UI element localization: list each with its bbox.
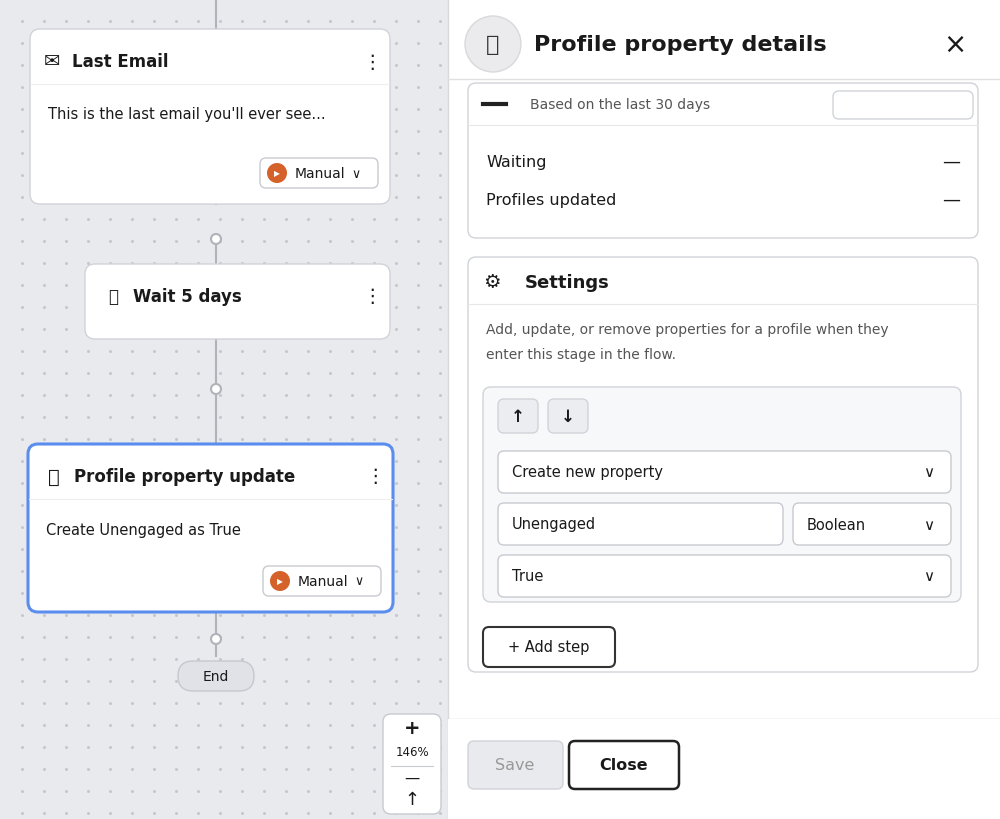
FancyBboxPatch shape [260, 159, 378, 188]
Text: enter this stage in the flow.: enter this stage in the flow. [486, 347, 676, 361]
Text: Boolean: Boolean [807, 517, 866, 532]
Text: Settings: Settings [525, 274, 610, 292]
FancyBboxPatch shape [569, 741, 679, 789]
Circle shape [270, 572, 290, 591]
Text: True: True [512, 569, 543, 584]
Text: Based on the last 30 days: Based on the last 30 days [530, 98, 710, 112]
FancyBboxPatch shape [548, 400, 588, 433]
Text: Manual: Manual [295, 167, 346, 181]
Text: 146%: 146% [395, 745, 429, 758]
Text: + Add step: + Add step [508, 640, 590, 654]
Text: ⚙: ⚙ [483, 274, 501, 292]
Text: ✉: ✉ [44, 52, 60, 71]
Text: ↑: ↑ [511, 408, 525, 426]
Text: —: — [404, 770, 420, 785]
Text: ∨: ∨ [923, 517, 935, 532]
FancyBboxPatch shape [833, 92, 973, 120]
Text: Profile property details: Profile property details [534, 35, 827, 55]
Text: ⌶: ⌶ [486, 35, 500, 55]
Bar [448, 0, 1000, 819]
FancyBboxPatch shape [793, 504, 951, 545]
Text: ×: × [943, 31, 967, 59]
Text: Create new property: Create new property [512, 465, 663, 480]
Circle shape [465, 17, 521, 73]
Text: ↑: ↑ [404, 790, 420, 808]
Text: ∨: ∨ [351, 167, 361, 180]
Text: Create Unengaged as True: Create Unengaged as True [46, 522, 241, 536]
Text: ▶: ▶ [277, 577, 283, 586]
Text: Add, update, or remove properties for a profile when they: Add, update, or remove properties for a … [486, 323, 889, 337]
FancyBboxPatch shape [498, 451, 951, 493]
Text: ⏰: ⏰ [108, 287, 118, 305]
Circle shape [211, 235, 221, 245]
Circle shape [267, 164, 287, 183]
Text: ∨: ∨ [923, 465, 935, 480]
FancyBboxPatch shape [28, 445, 393, 613]
Text: Profiles updated: Profiles updated [486, 192, 616, 207]
FancyBboxPatch shape [468, 258, 978, 672]
Text: —: — [942, 153, 960, 171]
Text: ⋮: ⋮ [362, 287, 382, 306]
Text: This is the last email you'll ever see...: This is the last email you'll ever see..… [48, 107, 326, 122]
Text: Manual: Manual [298, 574, 349, 588]
FancyBboxPatch shape [498, 400, 538, 433]
FancyBboxPatch shape [498, 504, 783, 545]
Text: Last Email: Last Email [72, 53, 169, 71]
Text: End: End [203, 669, 229, 683]
Text: ⋮: ⋮ [362, 52, 382, 71]
FancyBboxPatch shape [483, 627, 615, 667]
FancyBboxPatch shape [468, 84, 978, 238]
Text: Unengaged: Unengaged [512, 517, 596, 532]
Text: Waiting: Waiting [486, 154, 546, 170]
Circle shape [211, 385, 221, 395]
Text: Profile property update: Profile property update [74, 468, 295, 486]
FancyBboxPatch shape [178, 661, 254, 691]
FancyBboxPatch shape [85, 265, 390, 340]
Text: Close: Close [600, 758, 648, 772]
Text: ⋮: ⋮ [365, 467, 385, 486]
Text: ∨: ∨ [923, 569, 935, 584]
Circle shape [211, 634, 221, 645]
FancyBboxPatch shape [483, 387, 961, 602]
Text: Save: Save [495, 758, 535, 772]
FancyBboxPatch shape [383, 714, 441, 814]
Text: ↓: ↓ [561, 408, 575, 426]
Text: +: + [404, 718, 420, 738]
Text: ⌶: ⌶ [48, 467, 60, 486]
Text: ▶: ▶ [274, 170, 280, 179]
Text: —: — [942, 191, 960, 209]
FancyBboxPatch shape [468, 741, 563, 789]
FancyBboxPatch shape [498, 555, 951, 597]
Bar [448, 719, 1000, 819]
Text: Wait 5 days: Wait 5 days [133, 287, 242, 305]
FancyBboxPatch shape [30, 30, 390, 205]
FancyBboxPatch shape [263, 566, 381, 596]
Text: ∨: ∨ [354, 575, 364, 588]
